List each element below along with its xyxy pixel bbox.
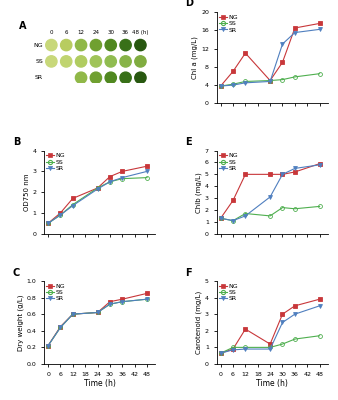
- Text: F: F: [185, 268, 192, 278]
- Text: 12: 12: [77, 30, 84, 35]
- Text: A: A: [20, 22, 27, 32]
- Legend: NG, SS, SR: NG, SS, SR: [218, 152, 239, 172]
- Text: NG: NG: [33, 42, 43, 48]
- Text: 30: 30: [107, 30, 114, 35]
- Circle shape: [120, 56, 131, 67]
- Y-axis label: Chl a (mg/L): Chl a (mg/L): [192, 36, 198, 79]
- Y-axis label: Carotenoid (mg/L): Carotenoid (mg/L): [196, 291, 202, 354]
- Circle shape: [90, 72, 101, 83]
- Circle shape: [75, 40, 87, 51]
- Circle shape: [135, 40, 146, 51]
- Circle shape: [105, 56, 116, 67]
- Y-axis label: OD750 nm: OD750 nm: [24, 174, 29, 211]
- X-axis label: Time (h): Time (h): [256, 380, 288, 388]
- Text: D: D: [185, 0, 193, 8]
- Text: SR: SR: [35, 75, 43, 80]
- Circle shape: [90, 40, 101, 51]
- X-axis label: Time (h): Time (h): [84, 380, 116, 388]
- Text: 0: 0: [50, 30, 53, 35]
- Text: 36: 36: [122, 30, 129, 35]
- Circle shape: [90, 56, 101, 67]
- Legend: NG, SS, SR: NG, SS, SR: [46, 283, 66, 302]
- Circle shape: [135, 56, 146, 67]
- Circle shape: [135, 72, 146, 83]
- Text: 48 (h): 48 (h): [132, 30, 149, 35]
- Text: 24: 24: [92, 30, 99, 35]
- Text: C: C: [13, 268, 20, 278]
- Circle shape: [105, 40, 116, 51]
- Circle shape: [75, 56, 87, 67]
- Legend: NG, SS, SR: NG, SS, SR: [218, 14, 239, 33]
- Text: B: B: [13, 137, 20, 147]
- Y-axis label: Chlb (mg/L): Chlb (mg/L): [196, 172, 202, 212]
- Circle shape: [61, 40, 72, 51]
- Circle shape: [46, 40, 57, 51]
- Text: SS: SS: [35, 59, 43, 64]
- Text: E: E: [185, 137, 192, 147]
- Legend: NG, SS, SR: NG, SS, SR: [46, 152, 66, 172]
- Legend: NG, SS, SR: NG, SS, SR: [218, 283, 239, 302]
- Circle shape: [61, 56, 72, 67]
- Y-axis label: Dry weight (g/L): Dry weight (g/L): [17, 294, 24, 351]
- Circle shape: [120, 40, 131, 51]
- Circle shape: [75, 72, 87, 83]
- Circle shape: [105, 72, 116, 83]
- Circle shape: [46, 56, 57, 67]
- Text: 6: 6: [65, 30, 68, 35]
- Circle shape: [120, 72, 131, 83]
